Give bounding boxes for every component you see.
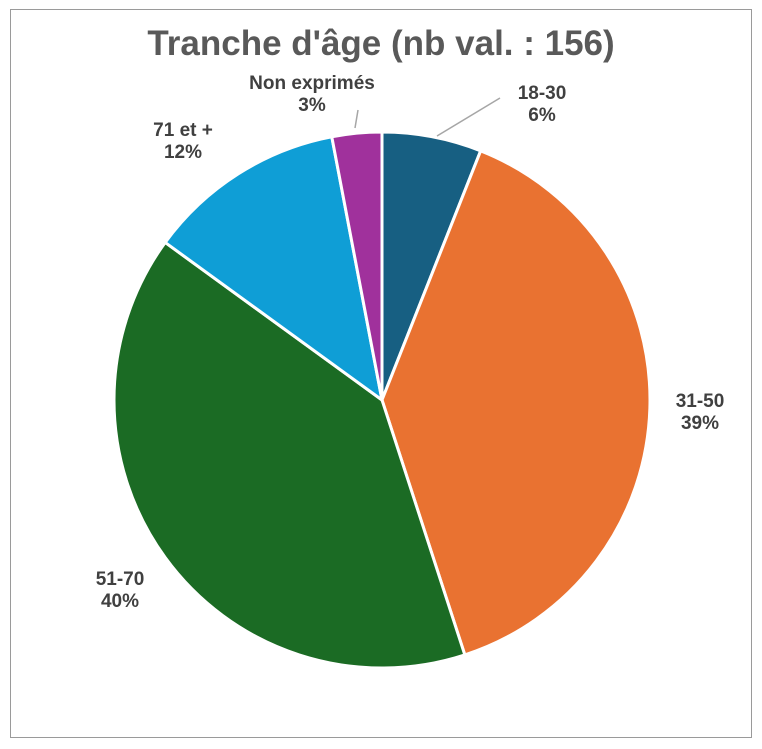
data-label-percent: 3% xyxy=(298,95,326,116)
data-label-percent: 39% xyxy=(681,413,719,434)
pie-slice-51-70 xyxy=(112,240,467,670)
data-label-category: 18-30 xyxy=(518,83,567,104)
data-label-percent: 12% xyxy=(164,142,202,163)
pie-slice-71-et xyxy=(163,135,384,402)
leader-line xyxy=(354,109,359,129)
data-label: 51-70 40% xyxy=(96,569,145,612)
data-label-percent: 40% xyxy=(101,591,139,612)
pie-slice-31-50 xyxy=(380,149,652,657)
data-label-category: 31-50 xyxy=(676,391,725,412)
data-label: 31-50 39% xyxy=(676,391,725,434)
data-label-percent: 6% xyxy=(528,105,556,126)
data-label-category: 71 et + xyxy=(153,120,213,141)
pie-slice-non-exprim-s xyxy=(330,130,384,402)
data-label-category: Non exprimés xyxy=(249,73,375,94)
data-label: Non exprimés 3% xyxy=(249,73,375,116)
leader-line xyxy=(436,97,501,137)
data-label: 71 et +12% xyxy=(153,120,213,163)
chart-title: Tranche d'âge (nb val. : 156) xyxy=(147,24,615,63)
data-label: 18-30 6% xyxy=(518,83,567,126)
data-label-category: 51-70 xyxy=(96,569,145,590)
